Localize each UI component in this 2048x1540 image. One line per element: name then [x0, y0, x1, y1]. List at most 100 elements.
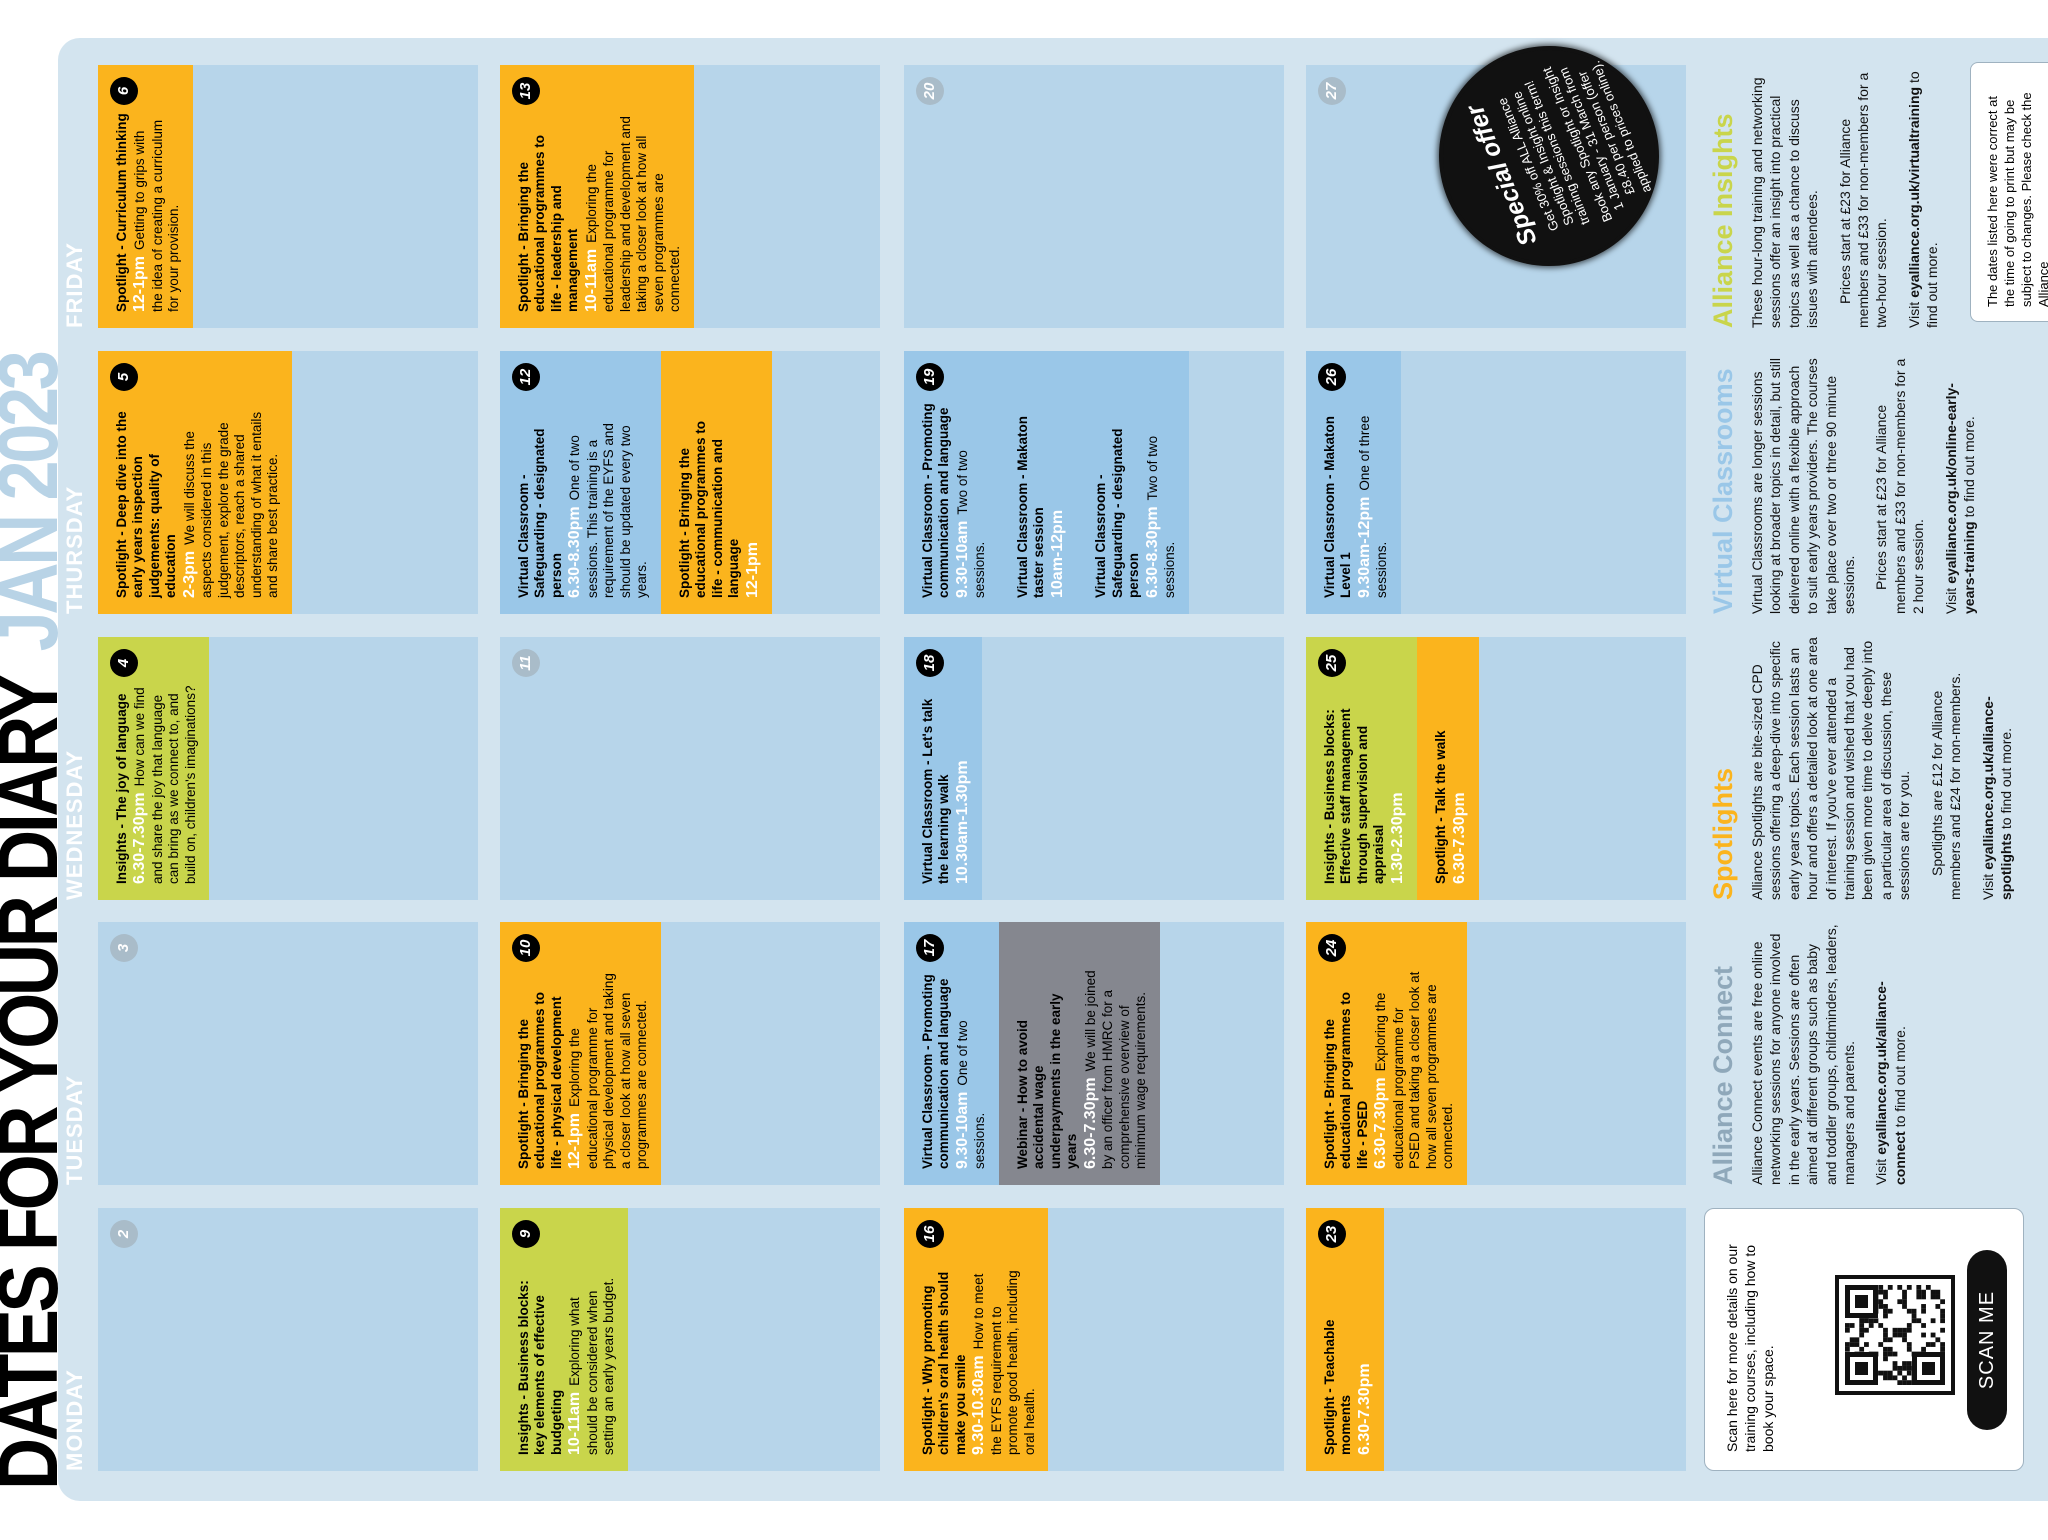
qr-module	[1859, 1318, 1865, 1324]
event: Virtual Classroom - Let's talk the learn…	[904, 637, 983, 900]
event-time: 6.30-7.30pm	[1355, 1363, 1373, 1455]
event-time: 6.30-7.30pm	[1372, 1077, 1390, 1169]
event-title: Spotlight - Bringing the educational pro…	[1322, 991, 1370, 1169]
qr-module	[1859, 1346, 1865, 1352]
day-cell: Spotlight - Why promoting children's ora…	[904, 1208, 1284, 1471]
qr-module	[1930, 1342, 1936, 1347]
qr-module	[1897, 1327, 1903, 1333]
day-cell: Spotlight - Bringing the educational pro…	[500, 65, 880, 328]
event-time: 12-1pm	[131, 255, 149, 312]
event-title: Virtual Classroom - Promoting communicat…	[920, 974, 952, 1169]
qr-module	[1940, 1346, 1945, 1352]
qr-module	[1921, 1332, 1926, 1338]
qr-module	[1935, 1337, 1941, 1343]
qr-module	[1902, 1375, 1907, 1381]
qr-module	[1897, 1332, 1903, 1338]
event-time: 2-3pm	[180, 550, 198, 598]
scan-me-button: SCAN ME	[1967, 1250, 2007, 1430]
qr-module	[1906, 1365, 1912, 1371]
qr-module	[1906, 1308, 1912, 1314]
event-time: 6.30-7.30pm	[1081, 1077, 1099, 1169]
qr-module	[1887, 1375, 1893, 1381]
qr-module	[1906, 1342, 1912, 1347]
day-cell: Spotlight - Curriculum thinking 12-1pmGet…	[98, 65, 478, 328]
qr-module	[1897, 1370, 1903, 1376]
day-cell: Spotlight - Teachable moments 6.30-7.30pm…	[1306, 1208, 1686, 1471]
event: Spotlight - Teachable moments 6.30-7.30pm	[1306, 1208, 1385, 1471]
date-number: 27	[1318, 77, 1346, 105]
qr-module	[1911, 1313, 1917, 1319]
event: Insights - The joy of language 6.30-7.30p…	[98, 637, 210, 900]
qr-module	[1906, 1327, 1912, 1333]
qr-module	[1887, 1346, 1893, 1352]
qr-module	[1855, 1295, 1868, 1308]
date-number: 13	[512, 77, 540, 105]
date-number: 11	[512, 649, 540, 677]
qr-module	[1864, 1342, 1869, 1347]
event: Insights - Business blocks: key elements…	[500, 1208, 628, 1471]
qr-module	[1935, 1289, 1941, 1295]
qr-module	[1883, 1370, 1888, 1376]
info-body: Alliance Connect events are free online …	[1748, 924, 1857, 1185]
qr-module	[1897, 1285, 1903, 1290]
qr-module	[1859, 1327, 1865, 1333]
date-number: 20	[916, 77, 944, 105]
qr-module	[1892, 1365, 1898, 1371]
event: Spotlight - Talk the walk 6.30-7.30pm	[1417, 637, 1480, 900]
date-number: 5	[110, 363, 138, 391]
disclaimer: The dates listed here were correct at th…	[1970, 62, 2048, 322]
info-heading: Virtual Classrooms	[1708, 368, 1738, 614]
qr-module	[1902, 1289, 1907, 1295]
day-cell: Insights - The joy of language 6.30-7.30p…	[98, 637, 478, 900]
event-title: Spotlight - Teachable moments	[1322, 1319, 1354, 1455]
day-cell: 11	[500, 637, 880, 900]
info-price: Prices start at £23 for Alliance members…	[1873, 358, 1927, 614]
qr-text: Scan here for more details on our traini…	[1724, 1244, 1777, 1452]
info-heading: Spotlights	[1708, 768, 1738, 900]
event-title: Spotlight - Curriculum thinking	[114, 113, 129, 312]
date-number: 4	[110, 649, 138, 677]
event-title: Webinar - How to avoid accidental wage u…	[1014, 993, 1080, 1169]
qr-box: Scan here for more details on our traini…	[1704, 1208, 2024, 1471]
event-time: 10-11am	[582, 248, 600, 312]
qr-module	[1864, 1327, 1869, 1333]
qr-module	[1921, 1289, 1926, 1295]
qr-module	[1921, 1294, 1926, 1300]
visit-text: to find out more.	[1961, 416, 1978, 518]
visit-url: eyalliance.org.uk/virtualtraining	[1905, 86, 1922, 298]
day-name: TUESDAY	[62, 1074, 87, 1185]
qr-module	[1887, 1285, 1893, 1290]
event-time: 12-1pm	[743, 541, 761, 598]
event-title: Spotlight - Bringing the educational pro…	[676, 420, 742, 598]
event-time: 10.30am-1.30pm	[953, 760, 971, 884]
qr-module	[1902, 1365, 1907, 1371]
qr-module	[1925, 1285, 1931, 1290]
event-title: Virtual Classroom - Promoting communicat…	[920, 403, 952, 598]
qr-module	[1940, 1313, 1945, 1319]
day-cell: 3	[98, 922, 478, 1185]
qr-module	[1902, 1299, 1907, 1305]
day-cell: Virtual Classroom - Let's talk the learn…	[904, 637, 1284, 900]
day-cell: Virtual Classroom - Safeguarding - desig…	[500, 351, 880, 614]
event-time: 6.30-8.30pm	[566, 506, 584, 598]
event-time: 9.30-10am	[953, 1091, 971, 1169]
qr-module	[1854, 1337, 1860, 1343]
qr-module	[1940, 1327, 1945, 1333]
qr-module	[1902, 1337, 1907, 1343]
day-cell: 20	[904, 65, 1284, 328]
qr-module	[1883, 1337, 1888, 1343]
info-heading: Alliance Connect	[1708, 965, 1738, 1185]
event-time: 9.30am-12pm	[1355, 496, 1373, 598]
qr-module	[1883, 1356, 1888, 1362]
qr-module	[1902, 1294, 1907, 1300]
day-cell: Spotlight - Bringing the educational pro…	[1306, 922, 1686, 1185]
qr-module	[1922, 1362, 1935, 1375]
event: Virtual Classroom - Makaton taster sessi…	[998, 351, 1078, 614]
qr-module	[1902, 1327, 1907, 1333]
event-time: 1.30-2.30pm	[1388, 792, 1406, 884]
qr-module	[1873, 1318, 1879, 1324]
qr-module	[1892, 1327, 1898, 1333]
qr-module	[1868, 1318, 1874, 1324]
info-section: Alliance Insights These hour-long trainin…	[1706, 65, 1956, 328]
